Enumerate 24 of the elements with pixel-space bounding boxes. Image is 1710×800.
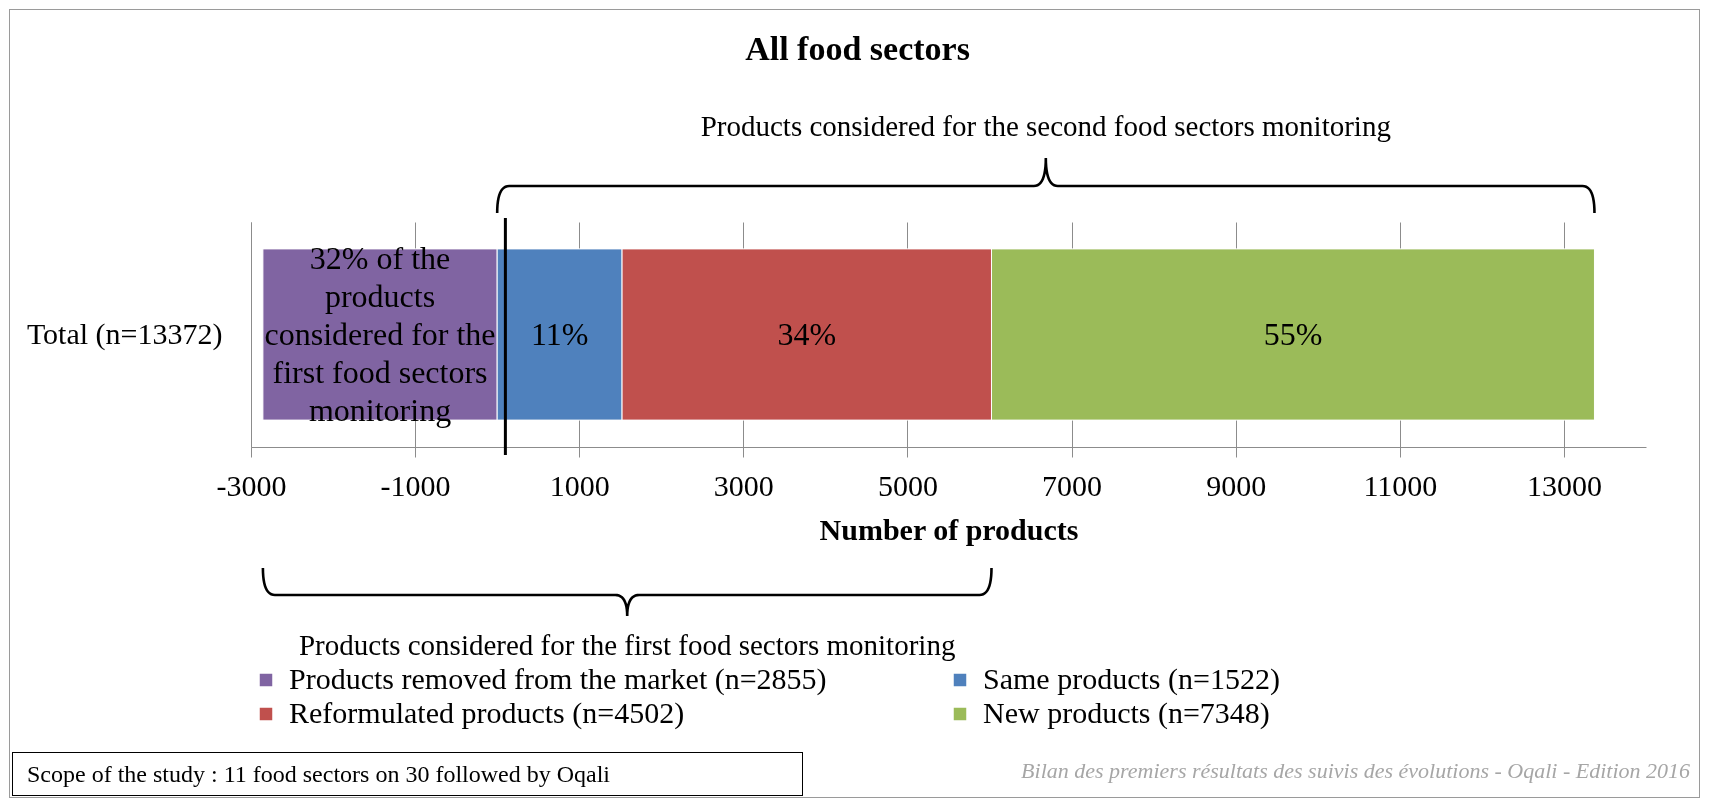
- legend-label: Same products (n=1522): [983, 662, 1280, 696]
- x-tick-label: 7000: [1042, 468, 1103, 502]
- annotation: 34%: [777, 315, 837, 352]
- x-tick-label: -3000: [216, 468, 287, 502]
- x-tick-label: 13000: [1526, 468, 1602, 502]
- legend-label: New products (n=7348): [983, 696, 1270, 730]
- x-tick-label: 3000: [713, 468, 774, 502]
- annotation: 11%: [530, 315, 589, 352]
- text: Scope of the study : 11 food sectors on 30 followed by Oqali: [27, 761, 611, 787]
- text: Products considered for the second food sectors monitoring: [700, 110, 1391, 142]
- y-tick-label: Total (n=13372): [26, 316, 223, 351]
- text: Products considered for the first food sectors monitoring: [299, 629, 956, 661]
- x-tick-label: -1000: [380, 468, 451, 502]
- x-tick-label: 11000: [1363, 468, 1438, 502]
- x-tick-label: 9000: [1206, 468, 1267, 502]
- annotation: 32% of the products considered for the first food sectors monitoring: [264, 239, 496, 428]
- annotation: 55%: [1263, 315, 1323, 352]
- x-tick-label: 5000: [877, 468, 938, 502]
- legend-label: Reformulated products (n=4502): [289, 696, 685, 730]
- text: Bilan des premiers résultats des suivis des évolutions - Oqali - Edition 2016: [1021, 757, 1690, 783]
- legend-label: Products removed from the market (n=2855): [289, 662, 827, 696]
- x-tick-label: 1000: [549, 468, 610, 502]
- chart-title: All food sectors: [745, 29, 970, 67]
- x-axis-title: Number of products: [819, 512, 1079, 546]
